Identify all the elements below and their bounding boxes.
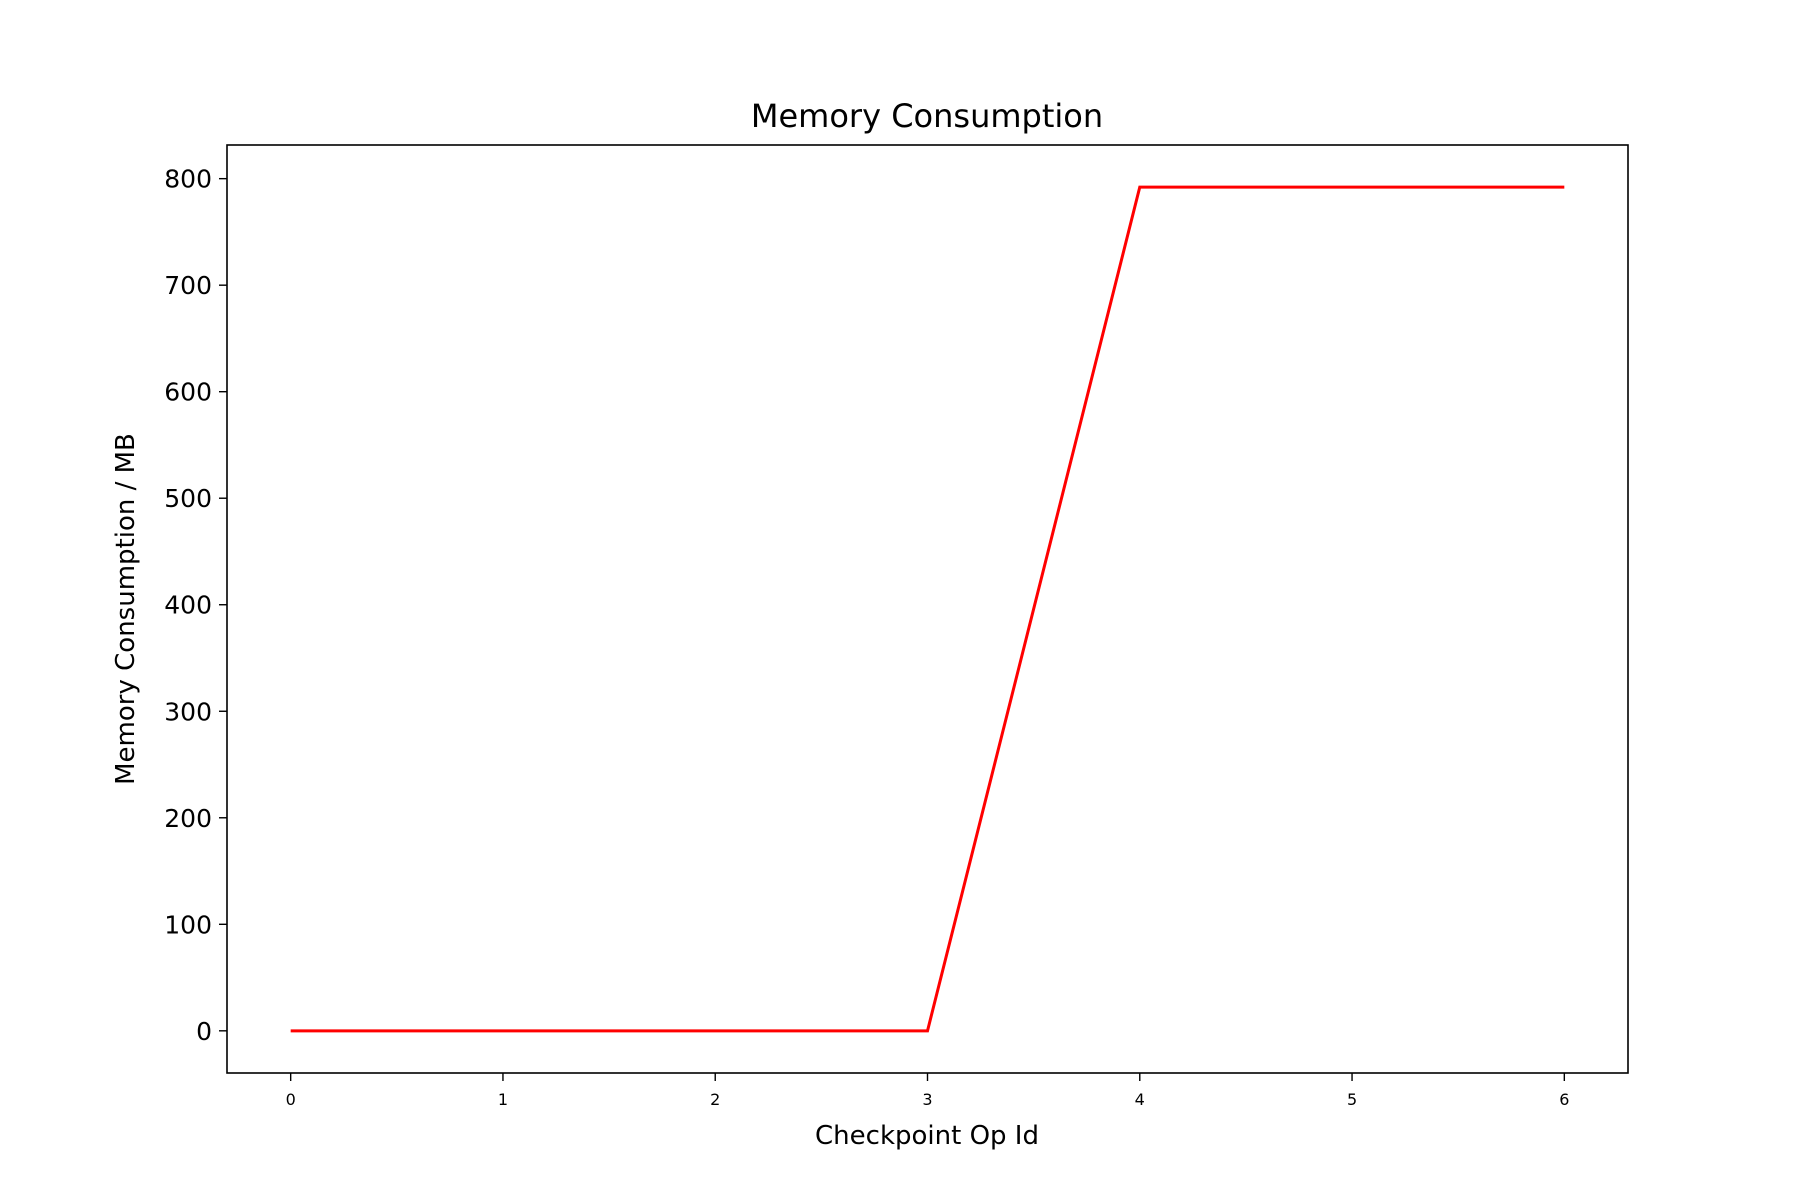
y-tick-label: 300 xyxy=(164,697,212,726)
x-tick-label: 3 xyxy=(922,1090,932,1109)
x-tick-label: 6 xyxy=(1559,1090,1569,1109)
x-tick-label: 4 xyxy=(1135,1090,1145,1109)
y-tick-label: 0 xyxy=(196,1017,212,1046)
y-tick-label: 500 xyxy=(164,484,212,513)
x-tick-label: 2 xyxy=(710,1090,720,1109)
plot-frame xyxy=(226,144,1629,1074)
x-tick-label: 5 xyxy=(1347,1090,1357,1109)
y-axis-label: Memory Consumption / MB xyxy=(111,433,141,785)
plot-area: 0 100 200 300 400 500 600 700 800 0 1 2 3 4 5 6 xyxy=(164,144,1629,1109)
x-tick-label: 0 xyxy=(286,1090,296,1109)
chart-title: Memory Consumption xyxy=(751,97,1103,135)
y-tick-label: 100 xyxy=(164,910,212,939)
x-tick-label: 1 xyxy=(498,1090,508,1109)
y-tick-label: 600 xyxy=(164,378,212,407)
y-tick-label: 800 xyxy=(164,165,212,194)
y-tick-label: 700 xyxy=(164,271,212,300)
series-line xyxy=(290,185,1565,1033)
y-tick-label: 400 xyxy=(164,591,212,620)
y-tick-label: 200 xyxy=(164,804,212,833)
x-axis-label: Checkpoint Op Id xyxy=(815,1121,1039,1151)
